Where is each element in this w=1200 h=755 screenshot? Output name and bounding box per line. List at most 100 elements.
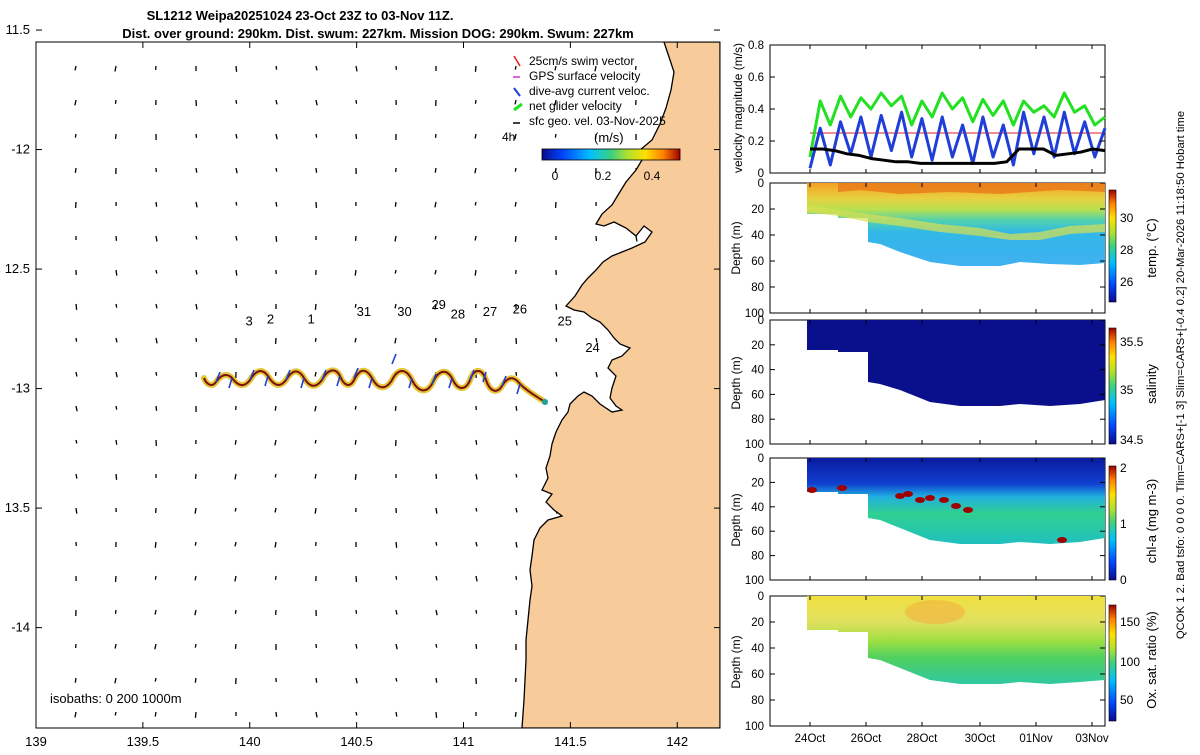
geo-vector [75,134,76,138]
salinity-cbar-tick-1: 35 [1120,383,1134,397]
salinity-colorbar [1109,328,1116,444]
panel-2-ytick-label: 100 [745,439,764,451]
geo-vector [515,202,516,207]
salinity-cbar-tick-0: 34.5 [1120,433,1144,447]
time-tick-label: 26Oct [851,733,882,745]
track-start-marker [542,399,548,405]
oxygen-ylabel: Depth (m) [729,635,743,688]
geo-vector [436,508,437,514]
panel-0-ytick-label: 0.2 [748,136,764,148]
map-ytick-label: 11.5 [6,22,30,37]
geo-vector [515,66,516,70]
geo-vector [355,338,356,342]
geo-vector [236,236,237,241]
geo-vector [76,304,77,310]
time-tick-label: 01Nov [1019,733,1052,745]
map-xtick-label: 141 [453,734,475,749]
geo-vector [116,474,117,480]
geo-vector [236,270,237,276]
legend-dac-label: dive-avg current veloc. [529,84,650,98]
chla-cbar-tick-1: 1 [1120,517,1127,531]
geo-vector [355,270,356,276]
day-label-25: 25 [558,314,572,329]
time-tick-label: 03Nov [1075,733,1108,745]
geo-vector [556,304,557,310]
chla-max-patch [963,507,973,513]
map-ytick-label: -13 [11,381,30,396]
panel-4-ytick-label: 0 [758,591,764,603]
colorbar-label: (m/s) [594,130,624,145]
geo-vector [315,474,316,479]
oxygen-cbar-tick-2: 150 [1120,615,1140,629]
oxygen-colorbar [1109,605,1116,721]
geo-vector [116,304,117,308]
temperature-cbar-tick-1: 28 [1120,243,1134,257]
panel-2-ytick-label: 0 [758,315,764,327]
geo-vector [195,678,196,683]
panel-1-ytick-label: 60 [751,256,764,268]
map-ytick-label: -12 [11,142,30,157]
chla-max-patch [915,497,925,503]
geo-vector [436,678,437,683]
isobaths-label: isobaths: 0 200 1000m [50,691,182,706]
panel-0-ytick-label: 0.4 [748,104,765,116]
geo-vector [515,168,516,172]
geo-vector [76,440,77,444]
geo-vector [276,236,277,242]
panel-4-ytick-label: 20 [751,617,764,629]
geo-vector [396,678,397,682]
geo-vector [235,610,236,614]
geo-vector [316,168,317,173]
legend-swim-label: 25cm/s swim vector [529,54,634,68]
geo-vector [516,474,517,478]
geo-vector [515,712,516,717]
geo-vector [116,338,117,342]
geo-vector [76,372,77,376]
map-xtick-label: 139 [25,734,47,749]
geo-vector [76,338,77,342]
chla-panel [770,458,1105,580]
day-label-28: 28 [451,306,465,321]
day-label-2: 2 [267,311,274,326]
velocity-ylabel: velocity magnitude (m/s) [731,43,745,173]
chla-max-patch [1057,537,1067,543]
geo-vector [195,644,196,648]
panel-1-ytick-label: 40 [751,230,764,242]
geo-vector [276,168,277,172]
geo-vector [315,372,316,376]
map-xtick-label: 140.5 [340,734,373,749]
geo-vector [396,576,397,580]
geo-vector [236,100,237,104]
oxygen-cbar-tick-0: 50 [1120,693,1134,707]
geo-vector [275,406,276,411]
map-ytick-label: -14 [11,620,30,635]
chla-cbar-tick-0: 0 [1120,573,1127,587]
geo-vector [195,712,196,718]
oxygen-high-patch [905,600,965,624]
geo-vector [315,338,316,342]
geo-vector [396,712,397,717]
salinity-cbar-tick-2: 35.5 [1120,335,1144,349]
geo-vector [236,134,237,138]
geo-vector [395,406,396,411]
geo-vector [116,406,117,410]
chla-max-patch [951,503,961,509]
panel-0-ytick-label: 0.8 [748,40,764,52]
temperature-colorbar [1109,190,1116,302]
day-label-29: 29 [431,297,445,312]
panel-1-ytick-label: 20 [751,204,764,216]
panel-2-ytick-label: 20 [751,340,764,352]
chla-cbar-label: chl-a (mg m-3) [1144,479,1159,564]
geo-vector [116,440,117,445]
geo-vector [75,168,76,173]
geo-vector [75,678,76,683]
panel-3-ytick-label: 80 [751,551,764,563]
geo-vector [476,508,477,512]
geo-vector [436,576,437,580]
panel-4-ytick-label: 80 [751,695,764,707]
panel-4-ytick-label: 100 [745,721,764,733]
figure-title-line2: Dist. over ground: 290km. Dist. swum: 22… [122,26,634,41]
geo-vector [436,712,437,718]
time-tick-label: 24Oct [795,733,826,745]
salinity-ylabel: Depth (m) [729,356,743,409]
